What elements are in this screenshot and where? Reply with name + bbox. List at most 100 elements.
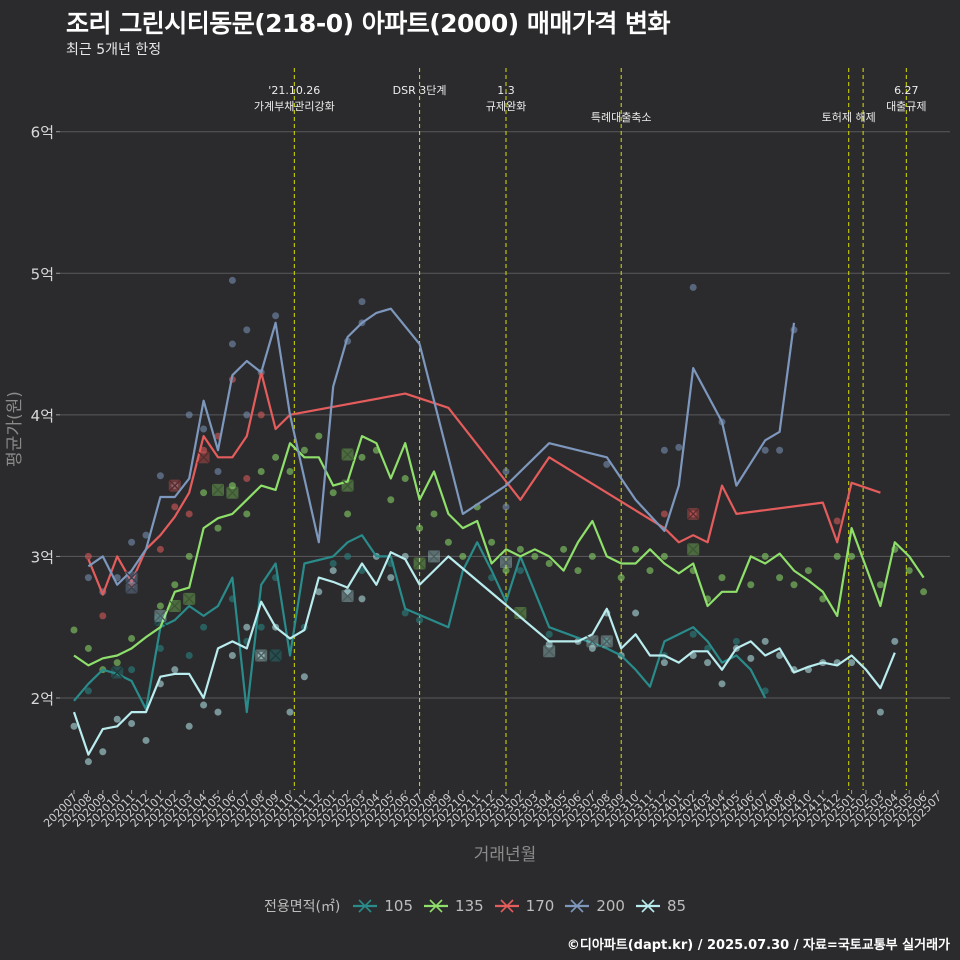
data-point	[660, 659, 668, 667]
data-point	[329, 559, 337, 567]
event-label: '21.10.26	[268, 84, 320, 97]
data-point	[876, 581, 884, 589]
cross-marker	[182, 592, 196, 606]
data-point	[84, 574, 92, 582]
cross-fill	[687, 507, 700, 520]
series-line	[73, 534, 767, 714]
series-line-200	[87, 307, 796, 595]
data-point	[99, 748, 107, 756]
data-point	[200, 425, 208, 433]
cross-fill	[341, 590, 354, 603]
data-point	[185, 552, 193, 560]
cross-stroke	[542, 644, 556, 658]
data-point	[444, 538, 452, 546]
data-point	[387, 574, 395, 582]
data-point	[761, 552, 769, 560]
legend-label: 170	[525, 897, 555, 915]
data-point	[142, 736, 150, 744]
cross-stroke	[254, 649, 268, 662]
data-point	[128, 538, 136, 546]
data-point	[574, 567, 582, 575]
data-point	[401, 475, 409, 483]
cross-stroke	[341, 479, 355, 493]
series-line	[87, 307, 796, 586]
data-point	[70, 722, 78, 730]
data-point	[718, 574, 726, 582]
legend: 전용면적(㎡) 105 135 170 200 85	[0, 896, 960, 916]
cross-marker	[125, 571, 139, 585]
data-point	[848, 552, 856, 560]
data-point	[257, 411, 265, 419]
cross-stroke	[168, 599, 182, 613]
cross-marker	[499, 555, 513, 569]
cross-fill	[428, 550, 440, 563]
cross-stroke	[686, 507, 700, 521]
event-label: 토허제 해제	[822, 110, 876, 124]
data-point	[257, 467, 265, 475]
legend-item-135: 135	[423, 896, 484, 916]
data-point	[84, 644, 92, 652]
data-point	[876, 708, 884, 716]
data-point	[704, 644, 712, 652]
data-point	[689, 630, 697, 638]
data-point	[819, 595, 827, 603]
cross-marker	[341, 479, 355, 493]
data-point	[228, 482, 236, 490]
data-point	[560, 545, 568, 553]
data-point	[200, 701, 208, 709]
cross-fill	[125, 571, 138, 584]
cross-marker	[110, 666, 124, 679]
data-point	[617, 574, 625, 582]
cross-marker	[341, 448, 355, 461]
series-85	[70, 552, 899, 766]
cross-marker	[513, 606, 527, 620]
data-point	[516, 567, 524, 575]
data-point	[790, 581, 798, 589]
data-point	[358, 567, 366, 575]
data-point	[358, 595, 366, 603]
cross-fill	[413, 557, 426, 570]
event-label: 1.3	[497, 84, 515, 97]
data-point	[214, 467, 222, 475]
x-axis-label: 거래년월	[474, 845, 537, 865]
cross-marker	[686, 542, 700, 556]
cross-stroke	[225, 486, 239, 500]
data-point	[430, 510, 438, 518]
legend-title: 전용면적(㎡)	[263, 899, 341, 915]
cross-stroke	[182, 592, 196, 606]
data-point	[632, 545, 640, 553]
data-point	[531, 552, 539, 560]
data-point	[502, 467, 510, 475]
data-point	[128, 719, 136, 727]
data-point	[776, 446, 784, 454]
data-point	[358, 453, 366, 461]
cross-marker	[686, 507, 700, 521]
data-point	[171, 666, 179, 674]
cross-stroke	[125, 581, 139, 595]
y-tick-label: 4억	[31, 407, 54, 425]
data-point	[228, 340, 236, 348]
data-point	[891, 637, 899, 645]
cross-stroke	[197, 450, 211, 464]
cross-stroke	[686, 542, 700, 556]
data-point	[704, 659, 712, 667]
cross-stroke	[153, 609, 167, 623]
cross-stroke	[585, 634, 599, 648]
data-point	[603, 460, 611, 468]
data-point	[416, 524, 424, 532]
cross-fill	[341, 448, 354, 461]
data-point	[401, 609, 409, 617]
data-point	[243, 411, 251, 419]
event-label: 6.27	[894, 84, 919, 97]
data-point	[243, 510, 251, 518]
cross-stroke	[600, 634, 614, 648]
legend-item-85: 85	[635, 896, 686, 916]
data-point	[358, 298, 366, 306]
data-point	[416, 616, 424, 624]
data-point	[171, 581, 179, 589]
legend-item-200: 200	[564, 896, 625, 916]
legend-key-icon	[494, 899, 519, 913]
data-point	[329, 567, 337, 575]
data-point	[113, 715, 121, 723]
cross-fill	[212, 483, 224, 496]
